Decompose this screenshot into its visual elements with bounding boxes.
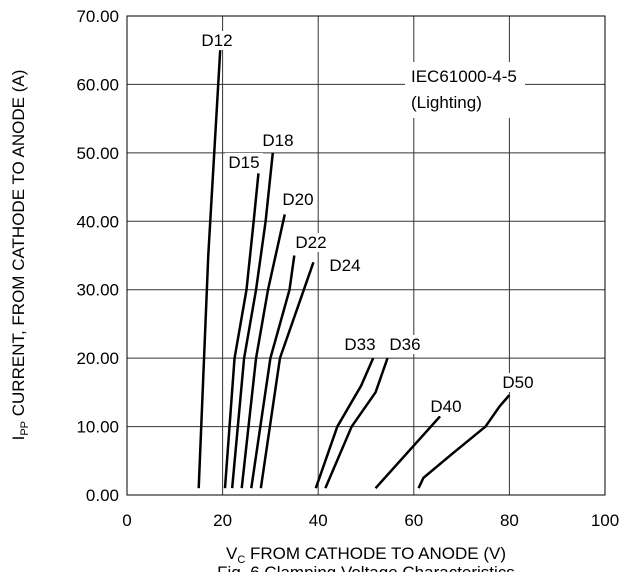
y-tick-label: 0.00 xyxy=(86,486,119,505)
y-tick-label: 10.00 xyxy=(76,418,119,437)
y-axis-label: IPP CURRENT, FROM CATHODE TO ANODE (A) xyxy=(9,70,31,441)
series-label: D50 xyxy=(502,373,533,392)
x-tick-label: 60 xyxy=(404,511,423,530)
series-label-bg xyxy=(198,31,236,50)
y-axis-label-symbol: I xyxy=(9,436,28,441)
plot-frame xyxy=(126,15,606,496)
series-label-bg xyxy=(225,153,263,172)
y-tick-label: 20.00 xyxy=(76,349,119,368)
x-axis-label: VC FROM CATHODE TO ANODE (V) xyxy=(226,544,506,566)
chart-title: Fig. 6 Clamping Voltage Characteristics xyxy=(217,563,515,572)
x-tick-label: 0 xyxy=(122,511,131,530)
series-line xyxy=(374,415,442,489)
series-label-bg xyxy=(292,233,330,252)
y-tick-label: 70.00 xyxy=(76,7,119,26)
y-tick-label: 30.00 xyxy=(76,281,119,300)
annotation: (Lighting) xyxy=(411,93,482,112)
x-axis-label-text: FROM CATHODE TO ANODE (V) xyxy=(245,544,506,563)
series-label-bg xyxy=(259,131,297,150)
series-label: D18 xyxy=(262,131,293,150)
series-label: D33 xyxy=(344,335,375,354)
x-axis-label-subscript: C xyxy=(237,554,245,566)
series-line xyxy=(230,152,275,489)
series-label: D12 xyxy=(201,31,232,50)
series-line xyxy=(223,173,260,489)
series-label: D15 xyxy=(228,153,259,172)
series-line xyxy=(324,357,389,489)
annotation: IEC61000-4-5 xyxy=(411,67,517,86)
series-label-bg xyxy=(499,373,537,392)
y-axis-label-subscript: PP xyxy=(19,421,31,436)
x-tick-label: 100 xyxy=(591,511,619,530)
series-label: D40 xyxy=(430,397,461,416)
series-label: D20 xyxy=(282,190,313,209)
series-label: D24 xyxy=(329,256,360,275)
series-label: D22 xyxy=(295,233,326,252)
y-tick-label: 60.00 xyxy=(76,75,119,94)
x-tick-label: 80 xyxy=(500,511,519,530)
series-label-bg xyxy=(326,256,364,275)
x-tick-label: 40 xyxy=(309,511,328,530)
series-line xyxy=(259,261,315,489)
series-label-bg xyxy=(386,335,424,354)
series-label-bg xyxy=(341,335,379,354)
series-line xyxy=(240,214,286,489)
y-axis-label-text: CURRENT, FROM CATHODE TO ANODE (A) xyxy=(9,70,28,421)
series-line xyxy=(314,357,375,489)
y-tick-label: 50.00 xyxy=(76,144,119,163)
series-label: D36 xyxy=(389,335,420,354)
series-label-bg xyxy=(427,397,465,416)
annotation-bg xyxy=(405,62,525,118)
y-tick-label: 40.00 xyxy=(76,212,119,231)
x-tick-label: 20 xyxy=(213,511,232,530)
series-line xyxy=(197,50,222,489)
series-line xyxy=(250,255,296,489)
series-label-bg xyxy=(279,190,317,209)
x-axis-label-symbol: V xyxy=(226,544,238,563)
series-line xyxy=(417,394,511,489)
